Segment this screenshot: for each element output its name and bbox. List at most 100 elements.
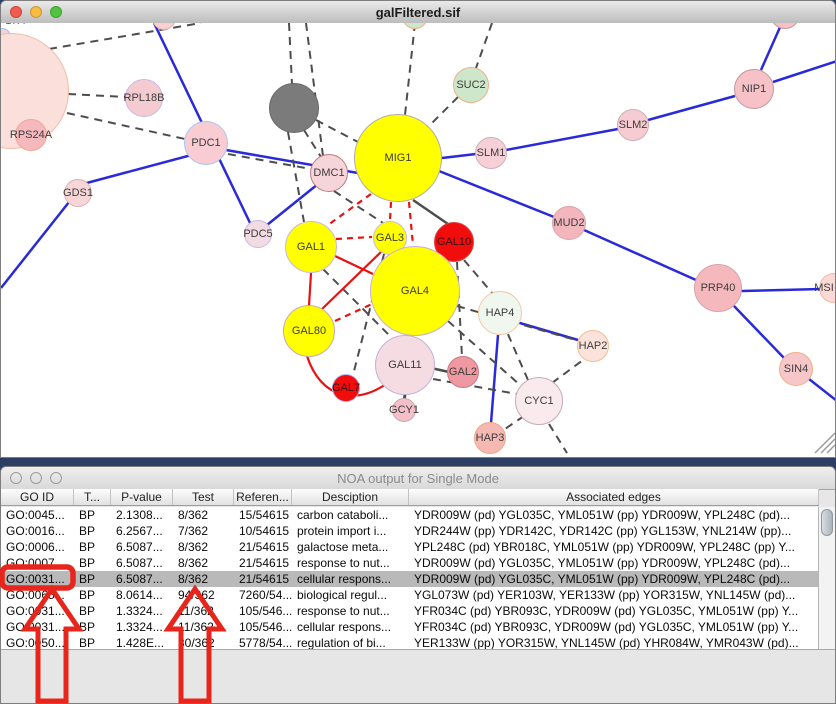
graph-edge — [322, 268, 395, 341]
graph-node-PRP40[interactable]: PRP40 — [694, 264, 742, 312]
cell-description: response to nut... — [297, 556, 390, 570]
cell-associated_edges: YDR009W (pd) YGL035C, YML051W (pp) YDR00… — [414, 508, 790, 522]
graph-node-HAP4[interactable]: HAP4 — [478, 291, 522, 335]
vertical-scrollbar[interactable] — [818, 507, 835, 651]
column-header-test[interactable]: Test — [173, 489, 234, 505]
column-header-p_value[interactable]: P-value — [111, 489, 173, 505]
graph-edge — [334, 255, 374, 275]
minimize-button[interactable] — [30, 6, 42, 18]
table-row[interactable]: GO:0006... BP 6.5087... 8/362 21/54615 galact… — [1, 539, 819, 555]
graph-node-GAL4[interactable]: GAL4 — [370, 246, 460, 336]
graph-node-NIP1[interactable]: NIP1 — [734, 69, 774, 109]
traffic-lights-inactive — [10, 472, 62, 484]
graph-node-SUC2[interactable]: SUC2 — [453, 67, 489, 103]
table-row[interactable]: GO:0065... BP 8.0614... 94/362 7260/54... bio… — [1, 587, 819, 603]
graph-node-SLM1[interactable]: SLM1 — [475, 137, 507, 169]
cell-go_id: GO:0065... — [6, 588, 65, 602]
cell-p_value: 1.428E... — [116, 636, 165, 650]
graph-node-GAL11[interactable]: GAL11 — [375, 335, 435, 395]
edge-layer — [1, 23, 835, 454]
table-row[interactable]: GO:0007... BP 6.5087... 8/362 21/54615 respon… — [1, 555, 819, 571]
graph-node-SIN4[interactable]: SIN4 — [779, 352, 813, 386]
graph-node-MSI[interactable]: MSI — [814, 273, 835, 303]
cell-p_value: 6.5087... — [116, 572, 163, 586]
graph-edge — [315, 119, 359, 143]
column-header-go_id[interactable]: GO ID — [1, 489, 74, 505]
cell-type: BP — [79, 508, 96, 522]
graph-node-RPL18B[interactable]: RPL18B — [124, 79, 165, 117]
table-row[interactable]: GO:0031... BP 1.3324... 11/362 105/546... res… — [1, 603, 819, 619]
cell-reference: 10/54615 — [239, 524, 290, 538]
graph-edge — [733, 305, 785, 359]
close-button[interactable] — [10, 472, 22, 484]
cell-associated_edges: YER133W (pp) YOR315W, YNL145W (pd) YHR08… — [414, 636, 799, 650]
graph-node-label: SLM2 — [618, 119, 648, 131]
graph-node-GAL1[interactable]: GAL1 — [285, 221, 337, 273]
graph-node-GCY1[interactable]: GCY1 — [389, 398, 419, 422]
column-header-associated_edges[interactable]: Associated edges — [409, 489, 819, 505]
graph-edge — [48, 23, 202, 50]
graph-node-top-cut-green[interactable] — [402, 23, 428, 29]
cell-description: biological regul... — [297, 588, 388, 602]
graph-edge — [266, 183, 319, 226]
graph-node-top-cut-pink-left[interactable] — [152, 23, 176, 30]
graph-node-RPS24A[interactable]: RPS24A — [10, 119, 52, 151]
graph-edge — [1, 196, 74, 289]
cell-type: BP — [79, 572, 96, 586]
graph-node-GAL2[interactable]: GAL2 — [447, 356, 479, 388]
column-header-reference[interactable]: Referen... — [234, 489, 292, 505]
zoom-button[interactable] — [50, 6, 62, 18]
table-row[interactable]: GO:0031... BP 1.3324... 11/362 105/546... cel… — [1, 619, 819, 635]
cell-description: galactose meta... — [297, 540, 389, 554]
results-table[interactable]: GO:0045... BP 2.1308... 8/362 15/54615 carbon… — [1, 507, 819, 651]
graph-node-HAP2[interactable]: HAP2 — [577, 330, 609, 362]
cell-description: response to nut... — [297, 604, 390, 618]
column-header-description[interactable]: Desciption — [292, 489, 409, 505]
minimize-button[interactable] — [30, 472, 42, 484]
graph-edge — [501, 415, 525, 432]
graph-node-GAL80[interactable]: GAL80 — [283, 305, 335, 357]
graph-edge — [407, 201, 415, 246]
scrollbar-thumb[interactable] — [821, 509, 833, 536]
close-button[interactable] — [10, 6, 22, 18]
graph-edge — [772, 60, 835, 84]
graph-node-PDC5[interactable]: PDC5 — [243, 220, 273, 248]
graph-node-top-cut-pink-right[interactable] — [770, 23, 800, 29]
cell-test: 8/362 — [178, 540, 209, 554]
graph-node-gray-node[interactable] — [269, 83, 319, 133]
graph-node-DMC1[interactable]: DMC1 — [310, 154, 348, 192]
graph-node-GDS1[interactable]: GDS1 — [63, 179, 93, 207]
graph-node-GAL7[interactable]: GAL7 — [332, 374, 360, 402]
cell-associated_edges: YFR034C (pd) YBR093C, YDR009W (pd) YGL03… — [414, 620, 799, 634]
table-row[interactable]: GO:0031... BP 6.5087... 8/362 21/54615 cellul… — [1, 571, 819, 587]
graph-edge — [67, 93, 127, 98]
network-canvas[interactable]: 17A RPL18B RPS24A GDS1 PDC1 DMC1 MIG1 SLM1 SLM2 N… — [1, 23, 835, 457]
graph-node-CYC1[interactable]: CYC1 — [515, 377, 563, 425]
graph-node-MIG1[interactable]: MIG1 — [354, 114, 442, 202]
cell-go_id: GO:0006... — [6, 540, 65, 554]
table-row[interactable]: GO:0045... BP 2.1308... 8/362 15/54615 carbon… — [1, 507, 819, 523]
cell-test: 94/362 — [178, 588, 215, 602]
cell-type: BP — [79, 540, 96, 554]
graph-edge — [583, 228, 697, 282]
noa-window-titlebar[interactable]: NOA output for Single Mode — [1, 467, 835, 490]
graph-edge — [438, 169, 555, 219]
cell-type: BP — [79, 588, 96, 602]
graph-node-label: GAL7 — [331, 382, 361, 394]
cell-type: BP — [79, 524, 96, 538]
graph-node-MUD2[interactable]: MUD2 — [552, 206, 586, 240]
graph-node-HAP3[interactable]: HAP3 — [474, 422, 506, 454]
cell-associated_edges: YFR034C (pd) YBR093C, YDR009W (pd) YGL03… — [414, 604, 799, 618]
graph-node-PDC1[interactable]: PDC1 — [184, 121, 228, 165]
zoom-button[interactable] — [50, 472, 62, 484]
graph-node-label: CYC1 — [524, 395, 554, 407]
graph-edge — [288, 23, 293, 85]
column-header-type[interactable]: T... — [74, 489, 111, 505]
cell-description: cellular respons... — [297, 572, 392, 586]
graph-edge — [388, 201, 393, 221]
network-window-titlebar[interactable]: galFiltered.sif — [1, 1, 835, 24]
table-row[interactable]: GO:0016... BP 6.2567... 7/362 10/54615 protei… — [1, 523, 819, 539]
cell-go_id: GO:0007... — [6, 556, 65, 570]
graph-node-SLM2[interactable]: SLM2 — [617, 109, 649, 141]
graph-edge — [647, 94, 736, 122]
